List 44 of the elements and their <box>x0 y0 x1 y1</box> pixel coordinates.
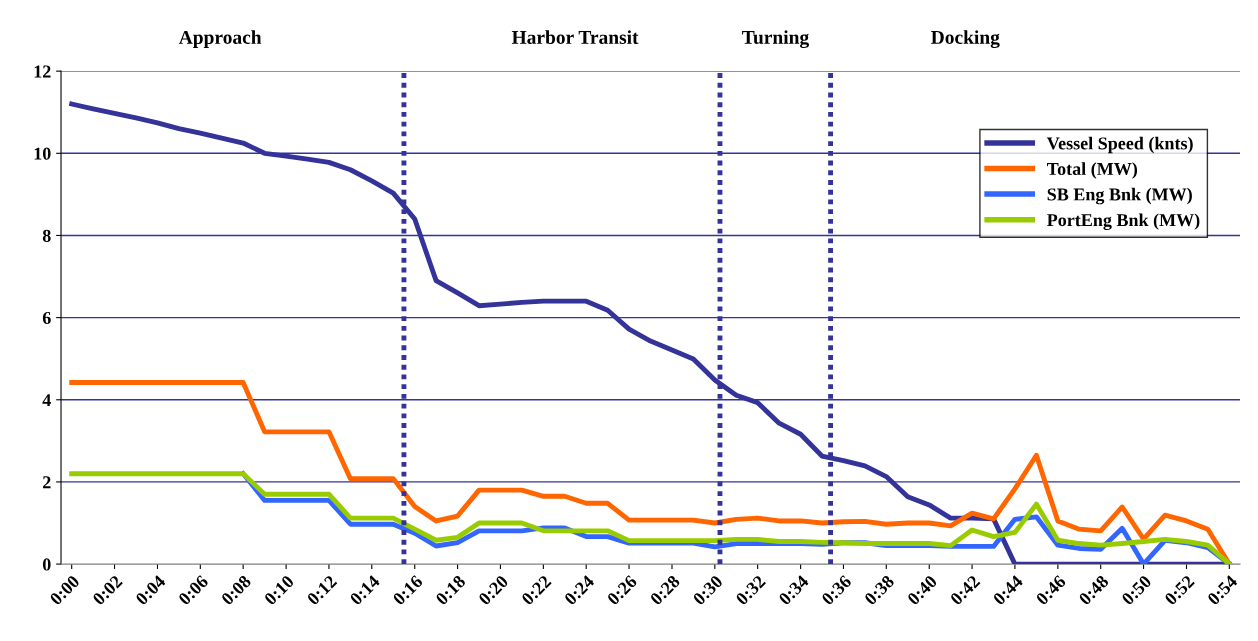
text: Harbor Transit <box>511 30 639 44</box>
x-tick-label: 0:48 <box>1078 574 1110 606</box>
x-tick-label: 0:20 <box>477 574 509 606</box>
x-tick-label: 0:44 <box>992 574 1024 606</box>
x-tick-label: 0:28 <box>649 574 681 606</box>
x-tick-label: 0:36 <box>820 574 853 606</box>
y-tick-label: 2 <box>43 476 51 489</box>
x-tick-label: 0:00 <box>49 574 81 606</box>
x-tick-label: 0:24 <box>563 574 595 606</box>
y-tick-label: 12 <box>34 65 51 78</box>
x-tick-label: 0:12 <box>306 574 338 606</box>
x-tick-label: 0:32 <box>735 574 767 606</box>
text: Approach <box>178 30 262 48</box>
legend-label: SB Eng Bnk (MW) <box>1047 187 1192 205</box>
x-tick-label: 0:16 <box>392 574 424 606</box>
x-tick-label: 0:52 <box>1163 574 1195 606</box>
x-tick-label: 0:10 <box>263 574 295 606</box>
legend-label: PortEng Bnk (MW) <box>1047 213 1200 230</box>
y-tick-label: 10 <box>34 147 51 160</box>
text: Turning <box>742 30 809 48</box>
y-tick-label: 0 <box>42 558 51 571</box>
x-tick-label: 0:34 <box>778 574 810 606</box>
x-tick-label: 0:18 <box>435 574 467 606</box>
legend-label: Vessel Speed (knts) <box>1046 136 1193 154</box>
x-tick-label: 0:26 <box>606 574 638 606</box>
x-tick-label: 0:22 <box>520 574 552 606</box>
x-tick-label: 0:54 <box>1206 574 1239 606</box>
x-tick-label: 0:08 <box>220 574 252 606</box>
x-tick-label: 0:30 <box>692 574 724 606</box>
line-series <box>69 380 1232 565</box>
x-tick-label: 0:14 <box>349 574 381 606</box>
x-tick-label: 0:46 <box>1035 574 1067 606</box>
x-tick-label: 0:04 <box>134 574 167 606</box>
x-tick-label: 0:42 <box>949 574 981 606</box>
y-tick-label: 8 <box>42 229 51 242</box>
x-tick-label: 0:38 <box>863 574 895 606</box>
x-tick-label: 0:06 <box>177 574 209 606</box>
x-tick-label: 0:02 <box>91 574 124 606</box>
legend-label: Total (MW) <box>1046 162 1138 179</box>
y-tick-label: 4 <box>42 394 51 407</box>
text: Docking <box>931 30 1000 48</box>
x-tick-label: 0:50 <box>1120 574 1153 606</box>
x-tick-label: 0:40 <box>906 574 938 606</box>
y-tick-label: 6 <box>42 311 51 325</box>
